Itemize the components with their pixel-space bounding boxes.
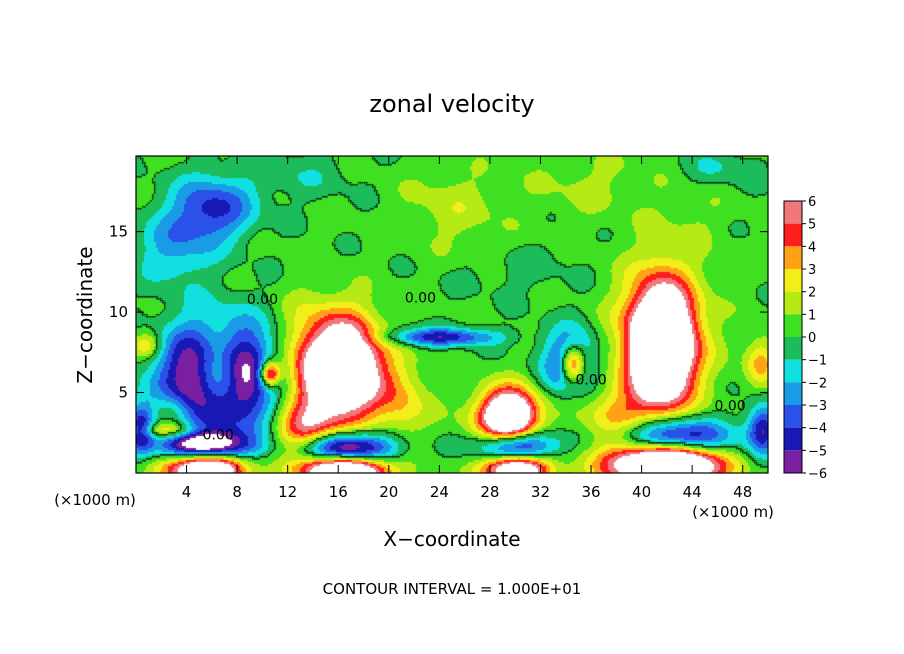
- colorbar-label: −6: [808, 467, 827, 482]
- x-axis-label: X−coordinate: [383, 527, 520, 551]
- colorbar-swatch: [784, 291, 802, 315]
- colorbar-swatch: [784, 405, 802, 428]
- x-tick-label: 12: [278, 483, 297, 501]
- x-tick-label: 32: [531, 483, 550, 501]
- contour-label: 0.00: [247, 292, 278, 308]
- colorbar-label: 0: [808, 331, 816, 346]
- colorbar-label: −2: [808, 376, 827, 391]
- y-axis-label: Z−coordinate: [73, 246, 97, 383]
- colorbar-label: 1: [808, 308, 816, 323]
- colorbar: 6 5 4 3 2 1 0 −1 −2 −3 −4 −5 −6: [783, 195, 827, 482]
- colorbar-label: 5: [808, 218, 816, 233]
- colorbar-label: −4: [808, 422, 827, 437]
- contour-label: 0.00: [575, 373, 606, 389]
- y-tick-label: 5: [118, 384, 128, 402]
- colorbar-swatch: [784, 382, 802, 405]
- x-tick-label: 20: [379, 483, 398, 501]
- velocity-field-image: [136, 156, 768, 473]
- y-tick-label: 15: [109, 223, 128, 241]
- contour-label: 0.00: [405, 291, 436, 307]
- colorbar-label: 6: [808, 195, 816, 210]
- colorbar-swatch: [784, 269, 802, 292]
- x-unit-label-right: (×1000 m): [692, 503, 774, 521]
- colorbar-label: 2: [808, 286, 816, 301]
- x-tick-label: 16: [329, 483, 348, 501]
- y-tick-label: 10: [109, 303, 128, 321]
- contour-label: 0.00: [203, 427, 234, 443]
- colorbar-swatch: [784, 450, 802, 473]
- x-tick-label: 36: [581, 483, 600, 501]
- colorbar-swatch: [784, 337, 802, 360]
- plot-area: 0.00 0.000.000.000.004 8 12 16 20 24 28 32 36 40 44…: [109, 155, 769, 501]
- x-tick-label: 8: [232, 483, 242, 501]
- plot-frame: [135, 155, 769, 474]
- x-unit-label-left: (×1000 m): [54, 491, 136, 509]
- colorbar-swatch: [784, 314, 802, 337]
- x-tick-label: 4: [182, 483, 192, 501]
- colorbar-label: 3: [808, 263, 816, 278]
- colorbar-swatch: [784, 201, 802, 224]
- contour-label: 0.00: [714, 398, 745, 414]
- colorbar-label: −3: [808, 399, 827, 414]
- x-tick-label: 44: [683, 483, 702, 501]
- colorbar-swatch: [784, 427, 802, 451]
- colorbar-swatch: [784, 246, 802, 269]
- colorbar-label: −1: [808, 354, 827, 369]
- colorbar-label: 4: [808, 240, 816, 255]
- chart-title: zonal velocity: [369, 90, 534, 118]
- x-tick-label: 48: [733, 483, 752, 501]
- colorbar-label: −5: [808, 444, 827, 459]
- x-tick-label: 28: [480, 483, 499, 501]
- colorbar-swatch: [784, 223, 802, 247]
- x-tick-label: 24: [430, 483, 449, 501]
- x-tick-label: 40: [632, 483, 651, 501]
- contour-interval-note: CONTOUR INTERVAL = 1.000E+01: [323, 580, 582, 598]
- colorbar-swatch: [784, 359, 802, 383]
